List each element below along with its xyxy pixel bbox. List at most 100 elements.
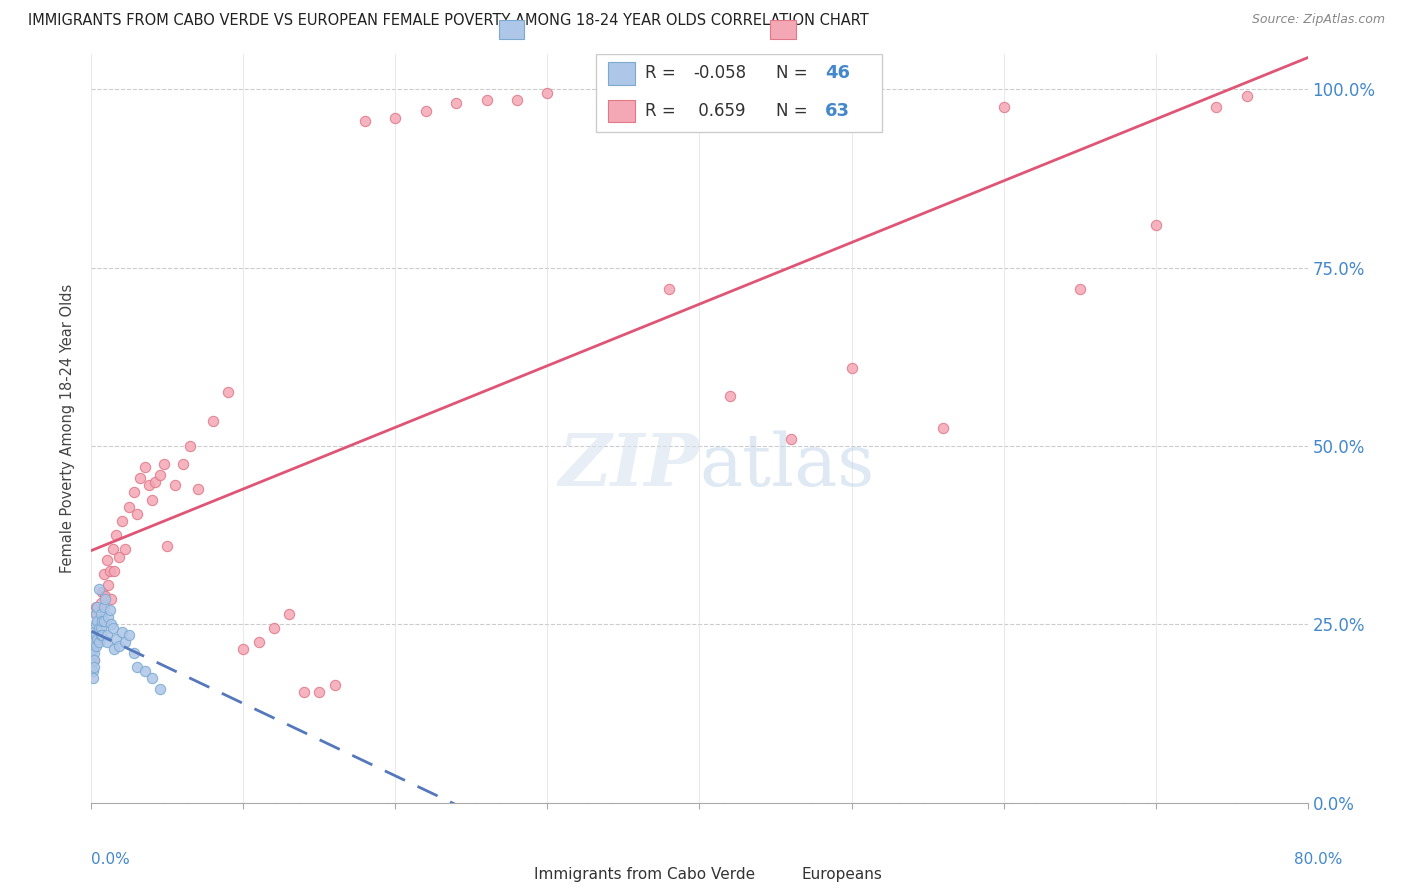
Point [134, 664, 156, 678]
Point [179, 439, 201, 453]
Point [444, 96, 467, 111]
Point [91, 614, 114, 628]
Point [156, 539, 179, 553]
Point [82, 639, 104, 653]
Text: Europeans: Europeans [801, 867, 883, 882]
Point [354, 114, 377, 128]
Point [1236, 89, 1258, 103]
Point [163, 478, 186, 492]
Point [232, 642, 254, 657]
Bar [770, 20, 796, 39]
Point [80, 639, 103, 653]
Point [83, 646, 105, 660]
Point [993, 100, 1015, 114]
Point [1205, 100, 1227, 114]
Point [247, 635, 270, 649]
Point [506, 93, 529, 107]
Point [98, 603, 121, 617]
Point [308, 685, 330, 699]
Point [89, 628, 111, 642]
Point [87, 635, 110, 649]
Point [153, 457, 176, 471]
Text: Source: ZipAtlas.com: Source: ZipAtlas.com [1251, 13, 1385, 27]
Point [86, 632, 108, 646]
Point [89, 607, 111, 621]
Point [104, 632, 127, 646]
Text: Immigrants from Cabo Verde: Immigrants from Cabo Verde [534, 867, 755, 882]
Text: N =: N = [776, 103, 813, 120]
Text: R =: R = [645, 103, 681, 120]
Point [87, 582, 110, 596]
Point [84, 639, 107, 653]
Text: N =: N = [776, 64, 813, 82]
Point [122, 646, 145, 660]
Point [80, 657, 103, 671]
Text: R =: R = [645, 64, 681, 82]
Text: ZIP: ZIP [558, 430, 699, 501]
Point [125, 660, 148, 674]
Point [91, 628, 114, 642]
Point [475, 93, 498, 107]
Point [172, 457, 194, 471]
Point [217, 385, 239, 400]
Point [82, 664, 104, 678]
Point [93, 599, 115, 614]
Point [83, 660, 105, 674]
Text: atlas: atlas [699, 430, 875, 501]
Point [101, 621, 124, 635]
Text: 63: 63 [825, 103, 849, 120]
Point [91, 585, 114, 599]
Point [86, 614, 108, 628]
Text: -0.058: -0.058 [693, 64, 747, 82]
Bar [499, 20, 524, 39]
Point [125, 507, 148, 521]
Point [658, 282, 681, 296]
Text: 0.0%: 0.0% [91, 852, 131, 867]
Point [292, 685, 315, 699]
Point [83, 653, 105, 667]
Point [84, 607, 107, 621]
Y-axis label: Female Poverty Among 18-24 Year Olds: Female Poverty Among 18-24 Year Olds [60, 284, 76, 573]
Text: 0.659: 0.659 [693, 103, 747, 120]
Point [104, 528, 127, 542]
Point [87, 614, 110, 628]
Point [129, 471, 152, 485]
Point [103, 564, 125, 578]
Point [100, 617, 122, 632]
Point [1069, 282, 1091, 296]
Bar [609, 62, 636, 85]
Point [83, 653, 105, 667]
Point [83, 635, 105, 649]
Point [384, 111, 406, 125]
Point [103, 642, 125, 657]
Point [1144, 218, 1167, 232]
Point [87, 621, 110, 635]
Point [82, 642, 104, 657]
Point [114, 635, 136, 649]
Point [98, 564, 121, 578]
Point [111, 514, 134, 528]
Point [141, 492, 163, 507]
Point [141, 671, 163, 685]
Point [96, 553, 118, 567]
Point [84, 628, 107, 642]
Point [111, 624, 134, 639]
Text: IMMIGRANTS FROM CABO VERDE VS EUROPEAN FEMALE POVERTY AMONG 18-24 YEAR OLDS CORR: IMMIGRANTS FROM CABO VERDE VS EUROPEAN F… [28, 13, 869, 29]
Point [80, 649, 103, 664]
Point [84, 617, 107, 632]
Point [86, 632, 108, 646]
Point [107, 639, 129, 653]
Point [84, 599, 107, 614]
Point [931, 421, 953, 435]
Point [598, 82, 620, 96]
Point [89, 596, 111, 610]
Point [143, 475, 166, 489]
Point [138, 478, 160, 492]
Point [89, 621, 111, 635]
Point [93, 567, 115, 582]
Point [82, 642, 104, 657]
Point [84, 607, 107, 621]
Point [94, 589, 117, 603]
Point [263, 621, 285, 635]
Point [122, 485, 145, 500]
